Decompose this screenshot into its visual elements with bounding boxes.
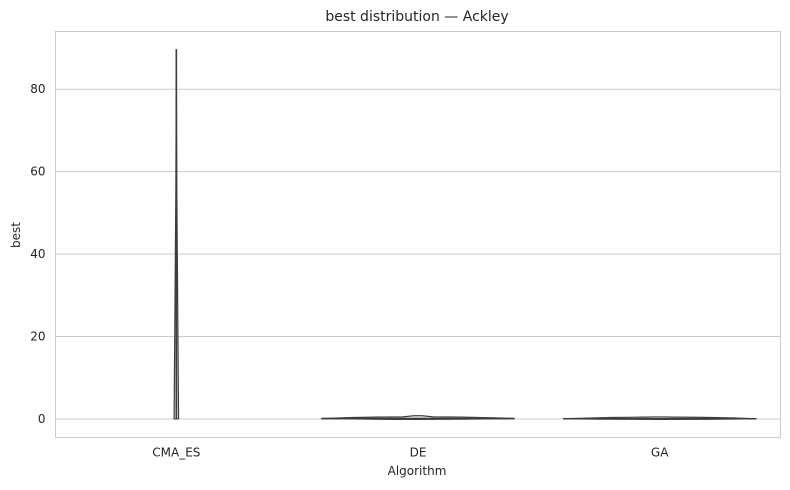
y-tick-label: 60 <box>30 165 45 179</box>
x-tick-label: GA <box>651 446 669 460</box>
y-tick-label: 0 <box>38 412 46 426</box>
chart-title: best distribution — Ackley <box>325 9 508 25</box>
y-axis-label: best <box>9 222 23 248</box>
violin-de <box>321 415 515 420</box>
y-tick-label: 20 <box>30 330 45 344</box>
y-axis-ticks: 0 20 40 60 80 <box>30 82 45 426</box>
violin-ga <box>562 416 757 420</box>
violin-cma-es <box>173 49 180 420</box>
x-tick-label: DE <box>410 446 427 460</box>
x-tick-label: CMA_ES <box>152 446 200 460</box>
y-tick-label: 40 <box>30 247 45 261</box>
violin-layer <box>173 49 757 420</box>
plot-frame <box>55 31 781 438</box>
y-tick-label: 80 <box>30 82 45 96</box>
x-axis-ticks: CMA_ES DE GA <box>152 446 669 460</box>
x-axis-label: Algorithm <box>388 464 447 478</box>
